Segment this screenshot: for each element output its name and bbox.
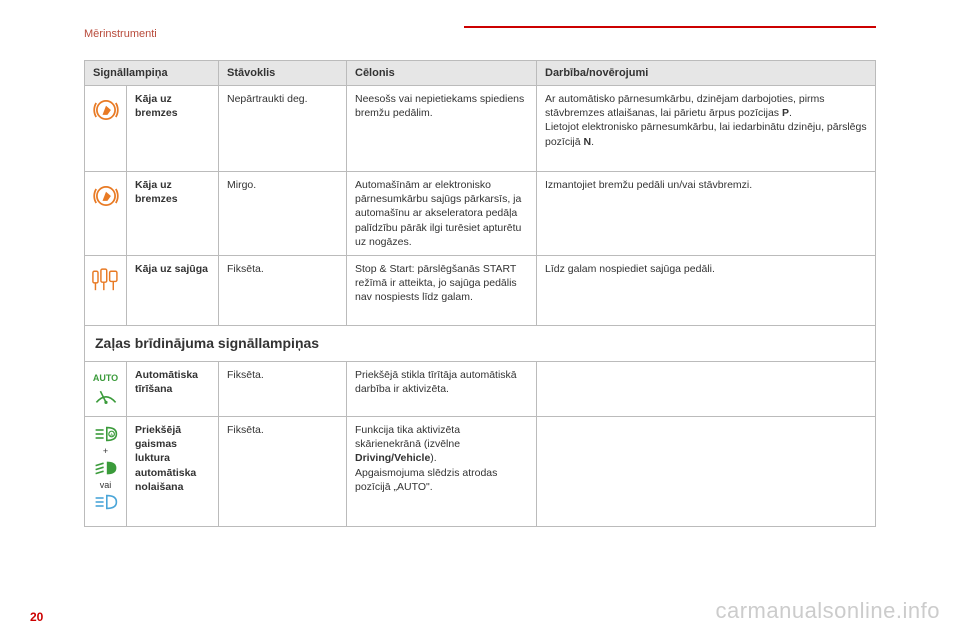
high-beam-icon: [94, 493, 118, 511]
cause-cell: Funkcija tika aktivizēta skārienekrānā (…: [347, 417, 537, 527]
cause-cell: Neesošs vai nepietiekams spiediens bremž…: [347, 86, 537, 172]
page-number: 20: [30, 610, 43, 624]
header-red-line: [464, 26, 876, 28]
plus-text: +: [87, 445, 124, 457]
section-title: Mērinstrumenti: [84, 28, 157, 40]
action-text-2: Lietojot elektronisko pārnesumkārbu, lai…: [545, 121, 867, 147]
label-cell: Kāja uz bremzes: [127, 86, 219, 172]
icon-cell: AUTO: [85, 361, 127, 416]
auto-label: AUTO: [87, 372, 124, 384]
table-row: AUTO Automātiska tīrīšana Fiksēta. Priek…: [85, 361, 876, 416]
icon-cell: [85, 255, 127, 325]
low-beam-icon: [94, 459, 118, 477]
table-header-row: Signāllampiņa Stāvoklis Cēlonis Darbība/…: [85, 61, 876, 86]
state-cell: Mirgo.: [219, 172, 347, 256]
cause-part2: ).: [430, 452, 436, 464]
state-cell: Fiksēta.: [219, 417, 347, 527]
section-header-row: Zaļas brīdinājuma signāllampiņas: [85, 325, 876, 361]
label-cell: Kāja uz sajūga: [127, 255, 219, 325]
table: Signāllampiņa Stāvoklis Cēlonis Darbība/…: [84, 60, 876, 527]
bold-n: N: [584, 136, 592, 148]
table-row: Kāja uz sajūga Fiksēta. Stop & Start: pā…: [85, 255, 876, 325]
brake-foot-icon: [92, 182, 120, 210]
cause-cell: Automašīnām ar elektronisko pārnesumkārb…: [347, 172, 537, 256]
cause-part3: Apgaismojuma slēdzis atrodas pozīcijā „A…: [355, 467, 497, 493]
or-text: vai: [87, 479, 124, 491]
action-cell: [537, 361, 876, 416]
header-cause: Cēlonis: [347, 61, 537, 86]
auto-wiper-icon: [94, 386, 118, 406]
header-lamp: Signāllampiņa: [85, 61, 219, 86]
brake-foot-icon: [92, 96, 120, 124]
state-cell: Fiksēta.: [219, 361, 347, 416]
cause-bold: Driving/Vehicle: [355, 452, 430, 464]
header-state: Stāvoklis: [219, 61, 347, 86]
table-row: Kāja uz bremzes Mirgo. Automašīnām ar el…: [85, 172, 876, 256]
action-cell: Izmantojiet bremžu pedāli un/vai stāvbre…: [537, 172, 876, 256]
table-row: Kāja uz bremzes Nepārtraukti deg. Neesoš…: [85, 86, 876, 172]
label-cell: Kāja uz bremzes: [127, 172, 219, 256]
label-cell: Automātiska tīrīšana: [127, 361, 219, 416]
icon-cell: A + vai: [85, 417, 127, 527]
clutch-pedals-icon: [90, 266, 122, 294]
cause-part1: Funkcija tika aktivizēta skārienekrānā (…: [355, 424, 460, 450]
watermark: carmanualsonline.info: [715, 598, 940, 624]
icon-cell: [85, 86, 127, 172]
label-cell: Priekšējā gaismas luktura automātiska no…: [127, 417, 219, 527]
action-cell: Ar automātisko pārnesumkārbu, dzinējam d…: [537, 86, 876, 172]
action-cell: Līdz galam nospiediet sajūga pedāli.: [537, 255, 876, 325]
icon-cell: [85, 172, 127, 256]
cause-cell: Priekšējā stikla tīrītāja automātiskā da…: [347, 361, 537, 416]
svg-text:A: A: [110, 432, 113, 437]
cause-cell: Stop & Start: pārslēgšanās START režīmā …: [347, 255, 537, 325]
table-row: A + vai: [85, 417, 876, 527]
action-cell: [537, 417, 876, 527]
warning-lamp-table: Signāllampiņa Stāvoklis Cēlonis Darbība/…: [84, 60, 876, 527]
headlight-auto-icon: A: [94, 425, 118, 443]
bold-p: P: [782, 107, 789, 119]
header-action: Darbība/novērojumi: [537, 61, 876, 86]
green-section-title: Zaļas brīdinājuma signāllampiņas: [85, 325, 876, 361]
state-cell: Fiksēta.: [219, 255, 347, 325]
state-cell: Nepārtraukti deg.: [219, 86, 347, 172]
